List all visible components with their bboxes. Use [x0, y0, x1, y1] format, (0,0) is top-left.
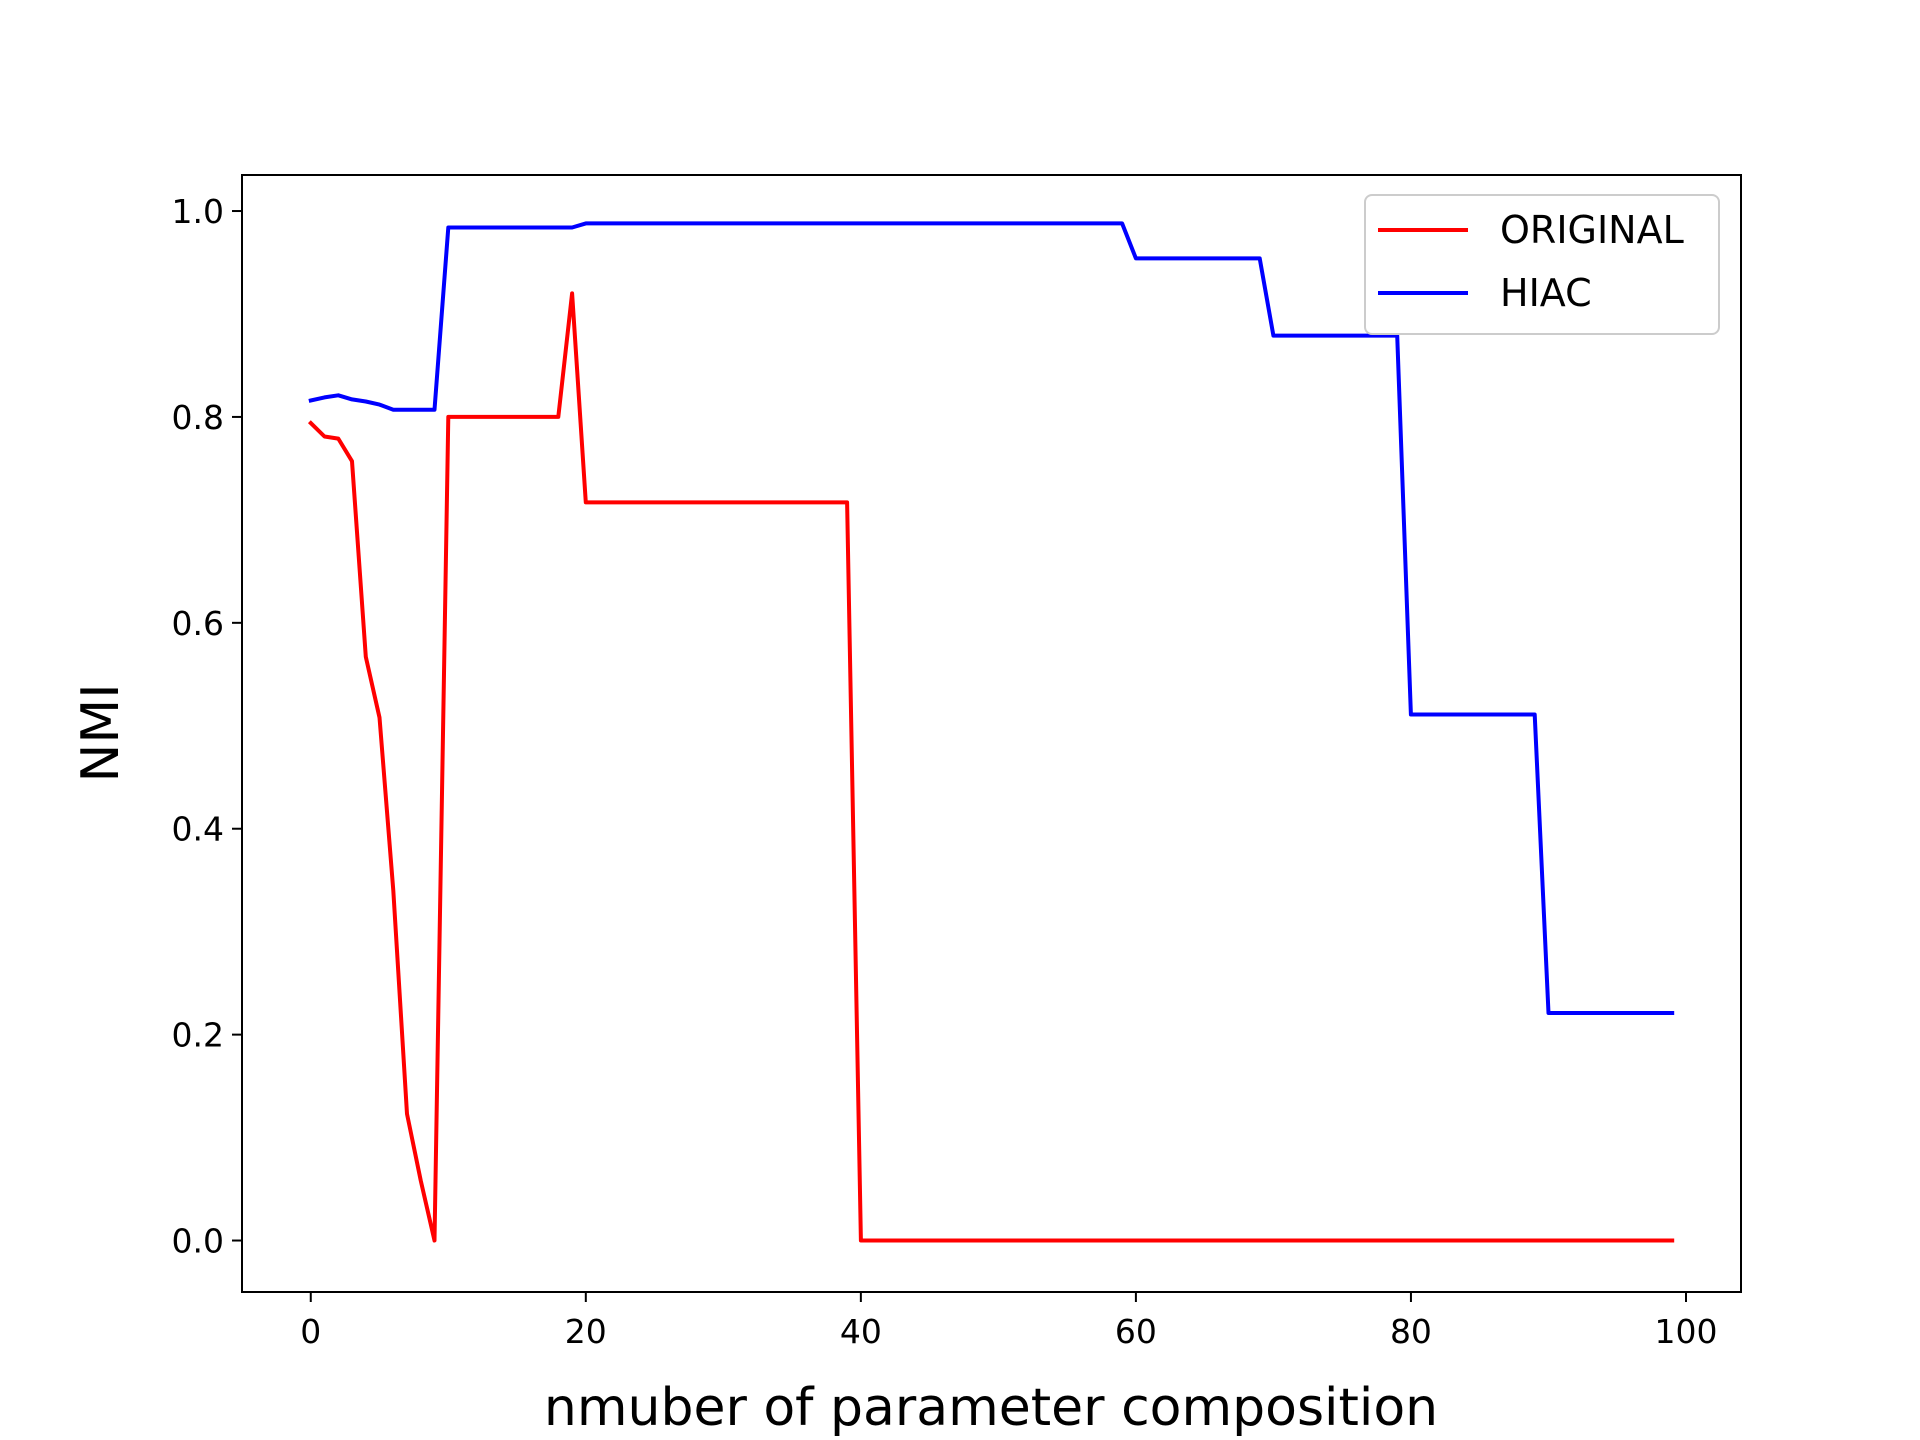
y-tick-label: 0.2 — [172, 1016, 224, 1055]
plot-frame — [241, 174, 1742, 1293]
plot-area — [307, 221, 1675, 1243]
axis-ticks: 0 20 40 60 80 100 0.0 0.2 0.4 0.6 0.8 1.0 — [172, 192, 1718, 1351]
legend: ORIGINAL HIAC — [1364, 194, 1720, 335]
x-tick-label: 40 — [840, 1312, 882, 1351]
y-tick-label: 0.4 — [172, 810, 224, 849]
y-axis-title: NMI — [71, 683, 131, 782]
x-tick-label: 0 — [300, 1312, 321, 1351]
series-line-original — [307, 291, 1675, 1243]
legend-label-original: ORIGINAL — [1500, 208, 1684, 252]
x-tick-label: 20 — [565, 1312, 607, 1351]
x-tick-label: 100 — [1654, 1312, 1717, 1351]
y-tick-label: 0.8 — [172, 398, 224, 437]
x-axis-title: nmuber of parameter composition — [544, 1378, 1438, 1438]
y-tick-label: 0.6 — [172, 604, 224, 643]
series-line-hiac — [308, 221, 1675, 1015]
x-tick-label: 60 — [1115, 1312, 1157, 1351]
legend-label-hiac: HIAC — [1500, 271, 1592, 315]
x-tick-label: 80 — [1390, 1312, 1432, 1351]
y-tick-label: 1.0 — [172, 192, 224, 231]
y-tick-label: 0.0 — [172, 1222, 224, 1261]
